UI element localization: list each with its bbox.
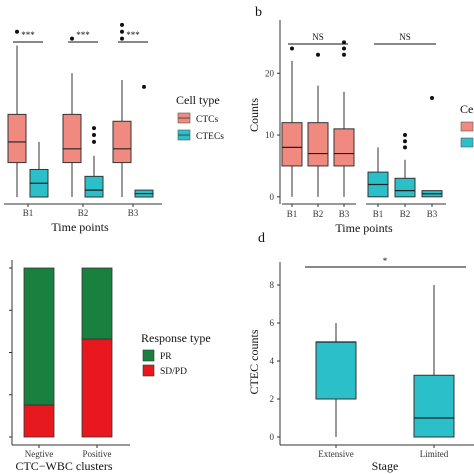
box-ctecs-b2-outlier	[403, 139, 407, 144]
panel-a: B1 *** B2 *** B3 *** Time points Cell type CTCs C…	[4, 22, 224, 234]
box-ctcs-b1-outlier	[290, 46, 294, 51]
box-ctecs-b2-box	[394, 177, 416, 198]
x-tick-label: B2	[400, 209, 411, 219]
x-tick-label: B1	[23, 208, 34, 218]
box-ctcs-b1-outlier	[15, 29, 19, 34]
x-tick-label: B3	[339, 209, 350, 219]
x-axis-title: Time points	[51, 220, 109, 234]
legend-swatch	[142, 364, 155, 377]
legend-title: Ce	[460, 102, 473, 116]
panel-label: d	[258, 231, 265, 246]
box-extensive-box	[315, 341, 357, 400]
box-ctcs-b3-outlier	[120, 36, 124, 41]
box-ctcs-b3-outlier	[342, 40, 346, 45]
box-ctcs-b2-box	[307, 122, 329, 167]
y-tick-label: 4	[270, 356, 275, 366]
significance-label: NS	[399, 32, 411, 42]
x-tick-label: B1	[287, 209, 298, 219]
legend-swatch	[142, 349, 155, 362]
box-ctcs-b3	[333, 40, 355, 197]
y-tick-label: 2	[270, 394, 275, 404]
box-ctcs-b2-box	[62, 113, 82, 164]
box-extensive	[315, 323, 357, 437]
x-axis-title: Stage	[372, 459, 399, 473]
y-tick-label: 0	[270, 432, 275, 442]
box-ctecs-b2-box	[84, 175, 104, 198]
bar-sdpd-positive	[81, 338, 113, 438]
box-limited-box	[413, 374, 455, 438]
box-ctcs-b3-outlier	[342, 52, 346, 57]
box-ctcs-b2	[307, 52, 329, 197]
box-ctcs-b3	[112, 22, 132, 197]
x-axis-title: Time points	[335, 221, 393, 235]
box-ctcs-b1-box	[281, 122, 303, 167]
box-ctecs-b2-outlier	[92, 133, 96, 138]
x-tick-label: Limited	[420, 449, 449, 459]
box-ctcs-b3-outlier	[120, 22, 124, 27]
facet-ctecs: B1 B2 B3 NS	[366, 32, 446, 219]
box-ctecs-b2	[394, 133, 416, 198]
box-ctcs-b3-box	[333, 128, 355, 167]
y-tick-label: 0	[270, 192, 275, 202]
bar-sdpd-negtive	[23, 404, 55, 438]
box-ctecs-b3	[421, 95, 443, 198]
box-limited	[413, 285, 455, 438]
panel-label: b	[255, 5, 262, 20]
box-ctecs-b2-outlier	[403, 145, 407, 150]
legend-title: Response type	[141, 331, 211, 345]
x-axis-title: CTC−WBC clusters	[15, 459, 112, 473]
y-tick-label: 10	[265, 130, 275, 140]
y-tick-label: 8	[270, 280, 275, 290]
y-tick-label: 20	[265, 68, 275, 78]
box-ctcs-b2	[62, 36, 82, 197]
panel-d: d 0 2 4 6 8 CTEC counts Extensive Limited * Stage	[247, 231, 474, 473]
y-tick-label: 6	[270, 318, 275, 328]
legend-swatch	[460, 121, 474, 132]
box-ctcs-b3-outlier	[120, 29, 124, 34]
box-ctcs-b3-outlier	[342, 46, 346, 51]
box-ctecs-b2-outlier	[92, 139, 96, 144]
significance-label: *	[383, 256, 388, 266]
box-ctcs-b2-outlier	[316, 52, 320, 57]
legend-swatch	[460, 137, 474, 148]
significance-label: ***	[76, 30, 90, 40]
x-tick-label: B2	[313, 209, 324, 219]
x-tick-label: B1	[373, 209, 384, 219]
box-ctecs-b3-outlier	[142, 84, 146, 89]
box-ctecs-b3-outlier	[430, 95, 434, 100]
x-tick-label: B2	[78, 208, 89, 218]
x-tick-label: Positive	[82, 449, 111, 459]
significance-label: ***	[21, 30, 35, 40]
x-tick-label: Negtive	[25, 449, 54, 459]
legend-title: Cell type	[176, 93, 220, 107]
box-ctcs-b2-outlier	[70, 36, 74, 41]
x-tick-label: B3	[427, 209, 438, 219]
significance-label: ***	[126, 30, 140, 40]
box-ctcs-b1-box	[7, 113, 27, 164]
bar-pr-positive	[81, 267, 113, 340]
panel-b: b 0 10 20 Counts B1 B2 B3 NS B1 B2 B3 NS Time points C…	[247, 5, 473, 235]
box-ctecs-b2-outlier	[92, 126, 96, 131]
box-ctcs-b3-box	[112, 120, 132, 164]
facet-ctcs: B1 B2 B3 NS	[281, 32, 356, 219]
box-ctecs-b2-outlier	[403, 133, 407, 138]
bar-pr-negtive	[23, 267, 55, 406]
legend-label: CTECs	[196, 132, 224, 142]
box-ctcs-b1	[281, 46, 303, 197]
box-ctecs-b1	[367, 147, 389, 198]
legend-label: PR	[160, 352, 172, 362]
y-axis-title: CTEC counts	[247, 329, 261, 394]
box-ctecs-b2	[84, 126, 104, 198]
significance-label: NS	[312, 32, 324, 42]
legend-label: SD/PD	[160, 367, 187, 377]
x-tick-label: Extensive	[318, 449, 354, 459]
box-ctecs-b3	[134, 84, 154, 198]
box-ctecs-b1	[29, 141, 49, 198]
y-axis-title: Counts	[247, 98, 261, 132]
box-ctcs-b1	[7, 29, 27, 197]
x-tick-label: B3	[128, 208, 139, 218]
legend-label: CTCs	[196, 115, 218, 125]
